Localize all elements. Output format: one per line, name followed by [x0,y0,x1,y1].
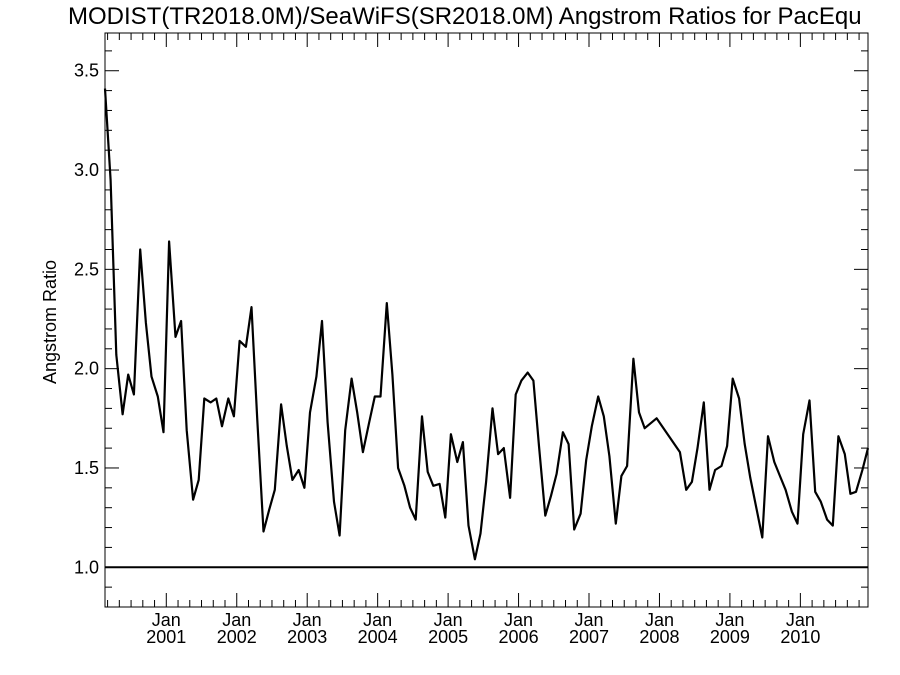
x-tick-year: 2004 [358,627,398,647]
tick-labels: 1.01.52.02.53.03.5Jan2001Jan2002Jan2003J… [74,61,820,647]
x-tick-month: Jan [434,610,463,630]
x-tick-year: 2010 [780,627,820,647]
y-tick-label: 2.5 [74,259,99,279]
x-tick-month: Jan [293,610,322,630]
x-tick-month: Jan [152,610,181,630]
x-tick-month: Jan [504,610,533,630]
x-tick-year: 2008 [639,627,679,647]
x-tick-month: Jan [786,610,815,630]
x-tick-year: 2003 [287,627,327,647]
x-tick-year: 2007 [569,627,609,647]
x-tick-month: Jan [715,610,744,630]
chart-title: MODIST(TR2018.0M)/SeaWiFS(SR2018.0M) Ang… [68,3,862,30]
y-tick-label: 3.5 [74,61,99,81]
x-tick-month: Jan [363,610,392,630]
x-tick-month: Jan [645,610,674,630]
series-line [103,88,870,561]
x-tick-year: 2002 [217,627,257,647]
plot-frame [104,32,869,608]
x-tick-year: 2009 [710,627,750,647]
y-tick-label: 3.0 [74,160,99,180]
x-tick-month: Jan [222,610,251,630]
y-tick-label: 2.0 [74,359,99,379]
y-axis-label: Angstrom Ratio [40,260,60,384]
x-tick-year: 2001 [146,627,186,647]
series-group [103,88,870,561]
y-tick-label: 1.0 [74,557,99,577]
x-tick-year: 2006 [499,627,539,647]
x-tick-year: 2005 [428,627,468,647]
x-tick-month: Jan [574,610,603,630]
y-tick-label: 1.5 [74,458,99,478]
axis-ticks [105,33,868,607]
